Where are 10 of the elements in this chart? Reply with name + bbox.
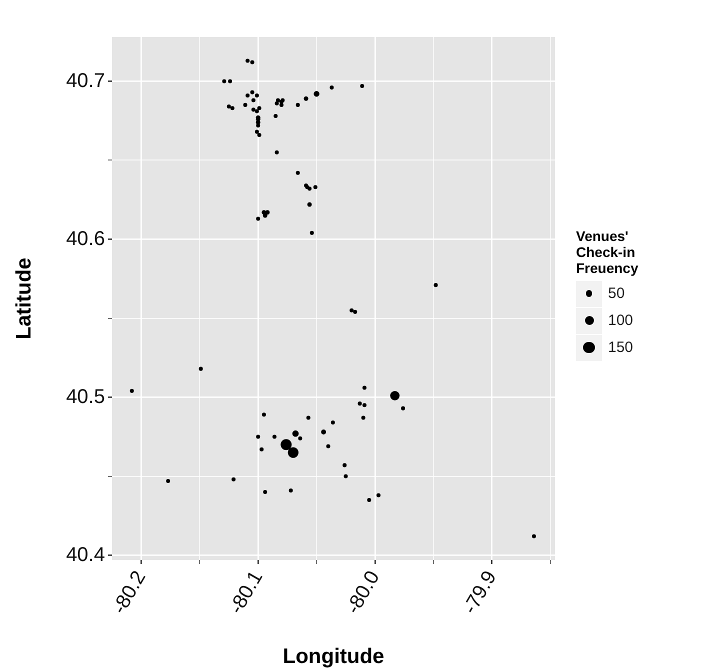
y-axis-title: Latitude [12, 258, 36, 340]
y-tick-label: 40.4 [66, 544, 105, 566]
y-tick-label: 40.7 [66, 70, 105, 92]
legend-label: 100 [608, 312, 634, 329]
legend-title: Venues' Check-in Freuency [576, 228, 638, 276]
x-axis-title: Longitude [282, 645, 384, 668]
legend-label: 150 [608, 339, 634, 356]
y-tick-label: 40.6 [66, 228, 105, 250]
y-tick-label: 40.5 [66, 386, 105, 408]
legend-label: 50 [608, 285, 625, 302]
